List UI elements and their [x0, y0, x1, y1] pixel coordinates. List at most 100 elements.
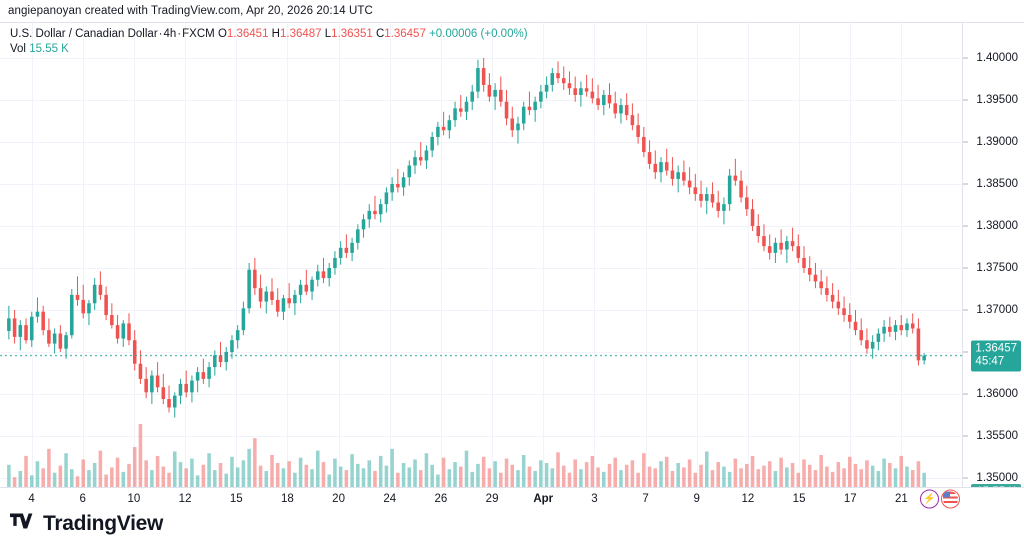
volume-bar: [573, 459, 577, 487]
current-price-badge[interactable]: 1.36457 45:47: [971, 340, 1021, 372]
volume-bar: [624, 464, 629, 487]
volume-bar: [47, 448, 51, 487]
candle-body: [590, 91, 595, 99]
candle-body: [310, 279, 314, 292]
candle-body: [224, 352, 229, 363]
volume-bar: [104, 474, 108, 487]
volume-bar: [819, 455, 823, 487]
candle-body: [870, 341, 875, 349]
time-axis-label: 15: [792, 493, 806, 505]
price-axis-label: 1.37500: [976, 262, 1018, 274]
price-axis-label: 1.40000: [976, 52, 1018, 64]
candle-body: [138, 363, 143, 379]
time-axis-label: 20: [332, 493, 345, 505]
volume-bar: [298, 457, 303, 487]
volume-bar: [52, 472, 57, 487]
volume-bar: [127, 463, 131, 487]
volume-bar: [361, 468, 366, 487]
volume-bar: [533, 470, 537, 487]
candle-body: [258, 288, 263, 302]
flag-canton: [943, 491, 950, 498]
volume-bar: [836, 462, 841, 487]
candle-body: [813, 274, 818, 282]
volume-bar: [739, 468, 743, 487]
chart-plot-area[interactable]: [0, 23, 962, 487]
volume-bar: [213, 470, 217, 487]
volume-bar: [378, 455, 383, 487]
price-axis-tick: [963, 393, 968, 395]
candle-body: [29, 316, 34, 341]
time-axis[interactable]: 4 6 10 12 15 18 20 24 26 29 Apr 3 7 9 12 15 17 21 ⚡: [0, 487, 1024, 510]
price-axis-label: 1.36000: [976, 388, 1018, 400]
candle-body: [87, 303, 91, 314]
price-axis-tick: [963, 57, 968, 59]
candle-body: [487, 84, 492, 97]
candle-body: [544, 84, 549, 92]
volume-bar: [184, 468, 188, 487]
volume-bar: [258, 465, 263, 487]
volume-bar: [893, 468, 898, 487]
candle-body: [81, 299, 85, 314]
volume-bar: [413, 459, 417, 487]
candle-body: [247, 269, 251, 309]
candle-body: [459, 108, 463, 112]
volume-bar: [910, 470, 915, 487]
candle-body: [853, 321, 858, 331]
volume-bar: [865, 460, 869, 487]
candle-body: [670, 170, 675, 179]
volume-bar: [762, 465, 766, 487]
price-axis[interactable]: 1.40000 1.39500 1.39000 1.38500 1.38000 1.375…: [962, 23, 1024, 502]
volume-bar: [459, 466, 463, 487]
volume-bar: [905, 466, 909, 487]
price-axis-label: 1.39000: [976, 136, 1018, 148]
candle-body: [539, 91, 543, 102]
candle-body: [413, 157, 417, 166]
candle-body: [356, 229, 360, 243]
candle-body: [733, 175, 738, 181]
candle-body: [859, 330, 863, 341]
candle-body: [470, 91, 474, 102]
volume-bar: [539, 460, 543, 487]
candle-body: [264, 291, 269, 302]
lightning-bolt-icon[interactable]: ⚡: [920, 489, 939, 509]
volume-bar: [121, 471, 126, 487]
volume-bar: [516, 470, 520, 487]
vertical-grid-lines: [32, 23, 902, 487]
volume-bar: [75, 476, 80, 487]
candle-body: [802, 257, 806, 268]
volume-bar: [367, 460, 372, 487]
us-flag-icon[interactable]: [941, 489, 960, 509]
volume-bar: [87, 470, 91, 487]
candle-body: [110, 315, 114, 326]
candle-body: [687, 180, 692, 188]
price-axis-label: 1.39500: [976, 94, 1018, 106]
volume-bar: [356, 463, 360, 487]
candle-body: [476, 68, 480, 92]
volume-bar: [321, 462, 326, 487]
volume-bar: [876, 470, 881, 487]
volume-bar: [733, 458, 738, 487]
volume-bar: [750, 455, 755, 487]
candle-body: [75, 294, 80, 300]
volume-bar: [115, 457, 120, 487]
tradingview-brand-name: TradingView: [43, 512, 164, 535]
price-axis-label: 1.35000: [976, 472, 1018, 484]
candle-body: [321, 271, 326, 279]
volume-bar: [676, 463, 680, 487]
price-axis-label: 1.38000: [976, 220, 1018, 232]
candle-body: [722, 204, 726, 211]
candle-body: [70, 294, 74, 336]
candle-body: [888, 326, 892, 332]
volume-bar: [642, 453, 646, 487]
candle-body: [767, 246, 772, 253]
volume-bar: [315, 450, 320, 487]
candle-body: [830, 294, 835, 302]
volume-bar: [727, 471, 732, 487]
candle-body: [848, 315, 852, 322]
volume-bar: [561, 465, 566, 487]
price-axis-tick: [963, 183, 968, 185]
candle-body: [235, 330, 240, 341]
volume-bar: [41, 468, 45, 487]
volume-bar: [590, 455, 595, 487]
candle-body: [144, 378, 148, 393]
